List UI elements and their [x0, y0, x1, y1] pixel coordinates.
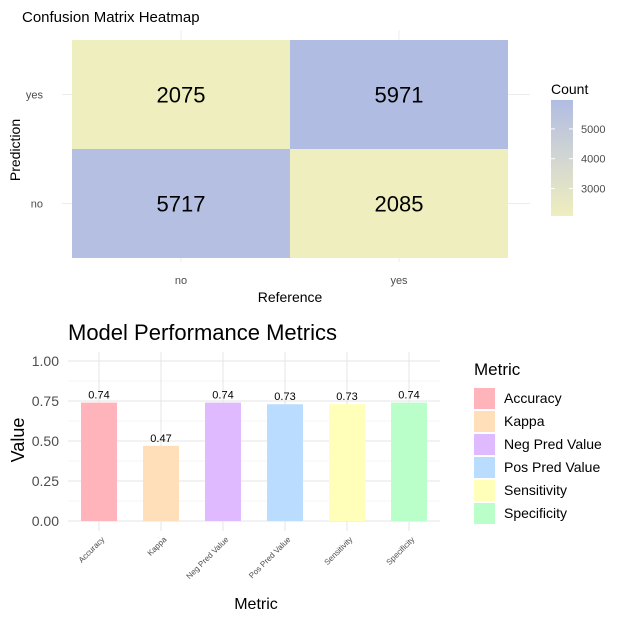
bar-value-label: 0.73 — [336, 391, 357, 403]
heatmap-legend-tick-label: 4000 — [581, 154, 605, 166]
bar-legend-title: Metric — [474, 360, 521, 379]
bar-value-label: 0.74 — [88, 390, 109, 402]
bar-legend-swatch — [474, 434, 495, 455]
bar-y-tick-label: 0.25 — [32, 473, 59, 489]
heatmap-colorbar — [551, 100, 573, 216]
heatmap-cell-no-yes — [290, 149, 508, 258]
heatmap-legend-tick-label: 3000 — [581, 183, 605, 195]
bar-x-tick-label: Neg Pred Value — [185, 535, 231, 581]
bar-chart-bars: 0.74 0.47 0.74 0.73 0.73 0.74 — [81, 390, 427, 521]
bar-x-tick-label: Kappa — [146, 535, 169, 558]
heatmap-cell-yes-no — [72, 40, 290, 149]
bar-legend-swatch — [474, 457, 495, 478]
bar-pos-pred-value — [267, 404, 303, 521]
bar-y-tick-label: 0.00 — [32, 513, 59, 529]
bar-accuracy — [81, 402, 117, 521]
bar-x-tick-label: Specificity — [385, 535, 417, 567]
heatmap-cells: 2075 5971 5717 2085 — [72, 40, 508, 258]
heatmap-title: Confusion Matrix Heatmap — [22, 9, 200, 26]
bar-kappa — [143, 445, 179, 521]
heatmap-x-tick-label: no — [175, 275, 187, 287]
heatmap-y-tick-label: yes — [26, 90, 44, 102]
heatmap-cell-yes-yes — [290, 40, 508, 149]
heatmap-cell-label: 5717 — [157, 192, 206, 217]
bar-chart-grid — [68, 352, 440, 531]
bar-chart-legend: Metric Accuracy Kappa Neg Pred Value Pos Pr… — [474, 360, 602, 524]
bar-chart-y-axis-label: Value — [8, 418, 28, 463]
bar-value-label: 0.47 — [150, 433, 171, 445]
bar-value-label: 0.73 — [274, 391, 295, 403]
bar-neg-pred-value — [205, 402, 241, 521]
heatmap-y-axis-label: Prediction — [7, 119, 23, 181]
heatmap-cell-label: 2075 — [157, 83, 206, 108]
bar-legend-label: Sensitivity — [504, 482, 567, 498]
confusion-matrix-heatmap: Confusion Matrix Heatmap 2075 5971 5717 208… — [7, 9, 605, 305]
bar-legend-label: Pos Pred Value — [504, 459, 600, 475]
heatmap-legend-title: Count — [551, 81, 588, 97]
bar-x-tick-label: Sensitivity — [323, 535, 355, 567]
bar-x-tick-label: Accuracy — [77, 535, 107, 565]
heatmap-x-axis-label: Reference — [258, 289, 323, 305]
heatmap-cell-no-no — [72, 149, 290, 258]
bar-legend-label: Kappa — [504, 413, 545, 429]
bar-x-tick-label: Pos Pred Value — [247, 535, 293, 581]
heatmap-cell-label: 5971 — [375, 83, 424, 108]
bar-legend-swatch — [474, 411, 495, 432]
bar-chart-x-axis-label: Metric — [234, 596, 278, 613]
heatmap-cell-label: 2085 — [375, 192, 424, 217]
heatmap-legend: Count 3000 4000 5000 — [551, 81, 605, 216]
bar-y-tick-label: 0.50 — [32, 433, 59, 449]
bar-sensitivity — [329, 404, 365, 521]
bar-legend-label: Neg Pred Value — [504, 436, 602, 452]
bar-legend-swatch — [474, 480, 495, 501]
bar-legend-label: Accuracy — [504, 390, 562, 406]
bar-y-tick-label: 1.00 — [32, 353, 59, 369]
bar-value-label: 0.74 — [398, 390, 419, 402]
bar-legend-swatch — [474, 503, 495, 524]
heatmap-ticks: no yes no yes — [26, 90, 408, 288]
bar-chart-title: Model Performance Metrics — [68, 320, 337, 345]
bar-legend-swatch — [474, 388, 495, 409]
bar-value-label: 0.74 — [212, 390, 233, 402]
heatmap-x-tick-label: yes — [390, 275, 408, 287]
performance-bar-chart: Model Performance Metrics 0.740.470.74 0.… — [8, 320, 602, 613]
bar-legend-label: Specificity — [504, 505, 567, 521]
bar-y-tick-label: 0.75 — [32, 393, 59, 409]
bar-specificity — [391, 402, 427, 521]
heatmap-legend-tick-label: 5000 — [581, 124, 605, 136]
heatmap-y-tick-label: no — [31, 199, 43, 211]
